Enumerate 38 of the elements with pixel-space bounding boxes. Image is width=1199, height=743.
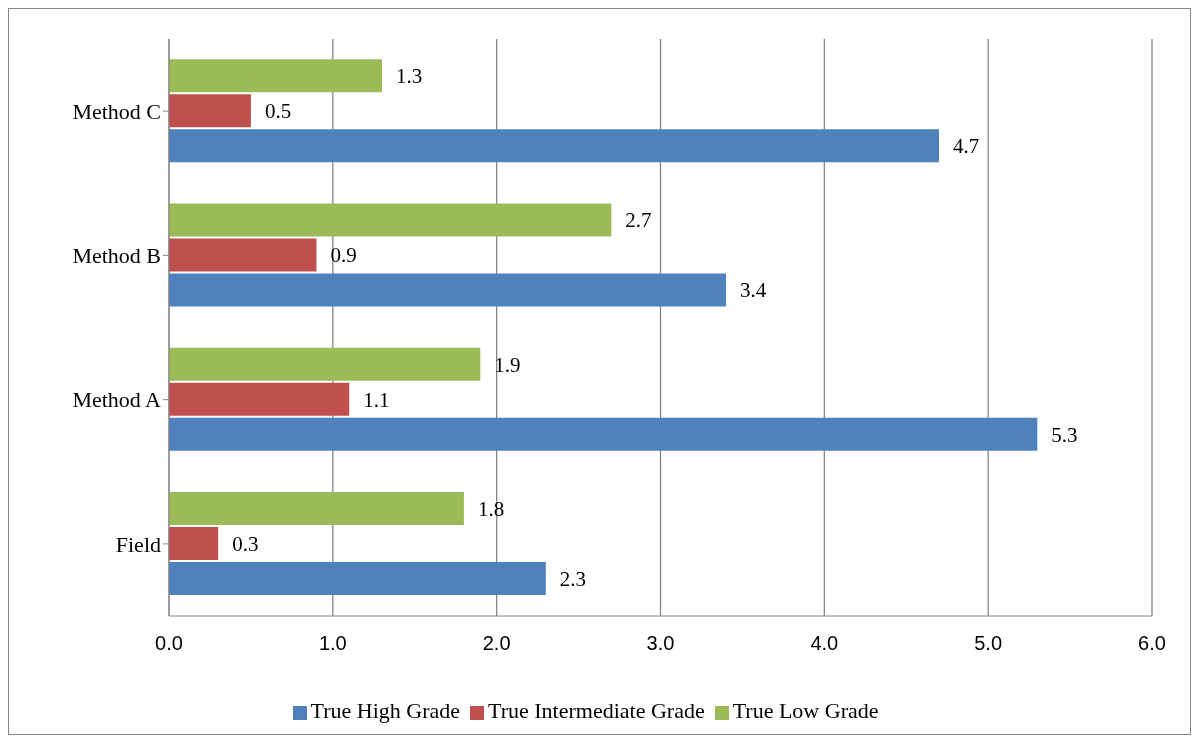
x-tick-label: 4.0 — [810, 632, 839, 655]
bar — [169, 526, 219, 560]
x-tick-label: 5.0 — [974, 632, 1003, 655]
legend-label: True High Grade — [310, 698, 460, 723]
bar — [169, 417, 1038, 451]
x-tick-label: 3.0 — [646, 632, 675, 655]
data-label: 5.3 — [1051, 422, 1078, 447]
bar — [169, 382, 350, 416]
bar — [169, 347, 481, 381]
bar — [169, 273, 727, 307]
y-tick-label: Method A — [72, 387, 162, 413]
bar — [169, 59, 382, 93]
data-label: 1.1 — [363, 387, 390, 412]
x-tick-label: 0.0 — [155, 632, 183, 655]
x-tick-label: 1.0 — [318, 632, 347, 655]
bar — [169, 94, 251, 128]
bar — [169, 129, 940, 163]
data-label: 0.5 — [264, 99, 292, 124]
bar — [169, 491, 464, 525]
data-label: 0.9 — [330, 243, 357, 268]
legend-label: True Intermediate Grade — [488, 698, 705, 723]
data-label: 1.8 — [477, 496, 505, 521]
y-tick-label: Method B — [72, 243, 161, 269]
bar — [169, 561, 546, 595]
data-label: 1.3 — [395, 64, 423, 89]
bar — [169, 238, 317, 272]
data-label: 2.3 — [559, 566, 587, 591]
y-tick-label: Field — [115, 531, 161, 557]
data-label: 0.3 — [232, 531, 259, 556]
y-tick-label: Method C — [72, 98, 161, 124]
data-label: 2.7 — [625, 208, 652, 233]
legend-label: True Low Grade — [732, 698, 879, 723]
data-label: 3.4 — [740, 278, 767, 303]
x-tick-label: 2.0 — [482, 632, 511, 655]
data-label: 4.7 — [953, 134, 980, 159]
bar — [169, 203, 612, 237]
x-tick-label: 6.0 — [1138, 632, 1166, 655]
data-label: 1.9 — [494, 352, 521, 377]
